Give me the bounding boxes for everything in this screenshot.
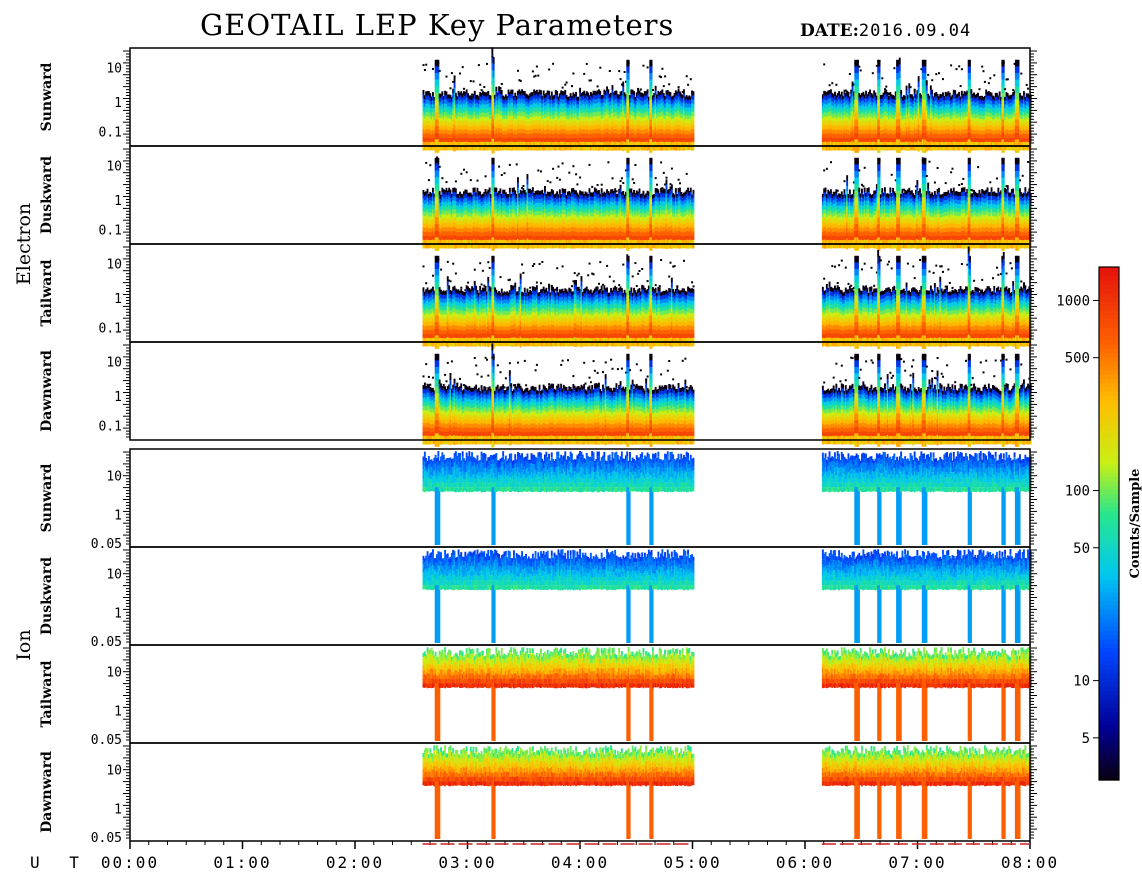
- y-tick-label: 0.1: [99, 419, 122, 434]
- panel-ion-sunward: 10 1 0.05 Sunward: [39, 448, 1037, 552]
- y-tick-label: 0.1: [99, 125, 122, 140]
- panel-label: Tailward: [39, 259, 55, 326]
- x-tick-label: 00:00: [101, 853, 159, 872]
- panel-ion-dawnward: 10 1 0.05 Dawnward: [39, 742, 1037, 846]
- group-label-electron: Electron: [13, 203, 35, 285]
- panel-electron-sunward: 10 1 0.1 Sunward: [39, 47, 1037, 154]
- colorbar-tick-label: 50: [1073, 541, 1090, 557]
- y-tick-label: 1: [114, 803, 122, 818]
- x-tick-label: 01:00: [213, 853, 271, 872]
- y-tick-label: 10: [106, 356, 122, 371]
- x-tick-label: 03:00: [438, 853, 496, 872]
- x-tick-label: 02:00: [326, 853, 384, 872]
- panel-label: Tailward: [39, 660, 55, 727]
- x-tick-label: 05:00: [663, 853, 721, 872]
- y-tick-label: 1: [114, 292, 122, 307]
- time-axis-label: U T: [30, 853, 89, 872]
- panel-label: Duskward: [39, 156, 55, 234]
- time-axis: 00:00 01:00 02:00 03:00 04:00 05:00 06:00 07:00…: [30, 841, 1059, 872]
- date-value: 2016.09.04: [859, 21, 971, 41]
- y-tick-label: 10: [106, 568, 122, 583]
- colorbar-tick-label: 100: [1065, 484, 1090, 500]
- colorbar-tick-label: 5: [1082, 731, 1090, 747]
- panel-electron-duskward: 10 1 0.1 Duskward: [39, 145, 1037, 251]
- x-tick-label: 06:00: [776, 853, 834, 872]
- y-tick-label: 0.05: [91, 831, 122, 846]
- colorbar: 5 10 50 100 500 1000 Counts/Sample: [1056, 266, 1142, 781]
- panel-electron-tailward: 10 1 0.1 Tailward: [39, 243, 1037, 350]
- x-tick-label: 04:00: [551, 853, 609, 872]
- panel-ion-tailward: 10 1 0.05 Tailward: [39, 644, 1037, 748]
- y-tick-label: 0.05: [91, 733, 122, 748]
- y-tick-label: 10: [106, 764, 122, 779]
- colorbar-tick-label: 1000: [1056, 293, 1090, 309]
- colorbar-tick-label: 500: [1065, 351, 1090, 367]
- y-tick-label: 0.1: [99, 223, 122, 238]
- y-tick-label: 10: [106, 470, 122, 485]
- panel-label: Dawnward: [39, 751, 55, 833]
- panel-label: Duskward: [39, 557, 55, 635]
- x-tick-label: 07:00: [888, 853, 946, 872]
- y-tick-label: 0.05: [91, 537, 122, 552]
- y-tick-label: 10: [106, 160, 122, 175]
- y-tick-label: 1: [114, 705, 122, 720]
- colorbar-tick-label: 10: [1073, 674, 1090, 690]
- date-label: DATE:: [800, 21, 859, 41]
- chart-title: GEOTAIL LEP Key Parameters: [200, 8, 674, 42]
- colorbar-label: Counts/Sample: [1128, 469, 1142, 579]
- y-tick-label: 1: [114, 390, 122, 405]
- y-tick-label: 1: [114, 96, 122, 111]
- panel-electron-dawnward: 10 1 0.1 Dawnward: [39, 341, 1037, 448]
- y-tick-label: 1: [114, 194, 122, 209]
- y-tick-label: 10: [106, 62, 122, 77]
- y-tick-label: 1: [114, 509, 122, 524]
- panel-ion-duskward: 10 1 0.05 Duskward: [39, 546, 1037, 650]
- date-readout: DATE:2016.09.04: [800, 21, 971, 41]
- panel-label: Sunward: [39, 62, 55, 131]
- y-tick-label: 10: [106, 258, 122, 273]
- y-tick-label: 0.1: [99, 321, 122, 336]
- y-tick-label: 0.05: [91, 635, 122, 650]
- panel-label: Dawnward: [39, 350, 55, 432]
- x-tick-label: 08:00: [1001, 853, 1059, 872]
- y-tick-label: 10: [106, 666, 122, 681]
- group-label-ion: Ion: [13, 629, 35, 660]
- y-tick-label: 1: [114, 607, 122, 622]
- panel-label: Sunward: [39, 463, 55, 532]
